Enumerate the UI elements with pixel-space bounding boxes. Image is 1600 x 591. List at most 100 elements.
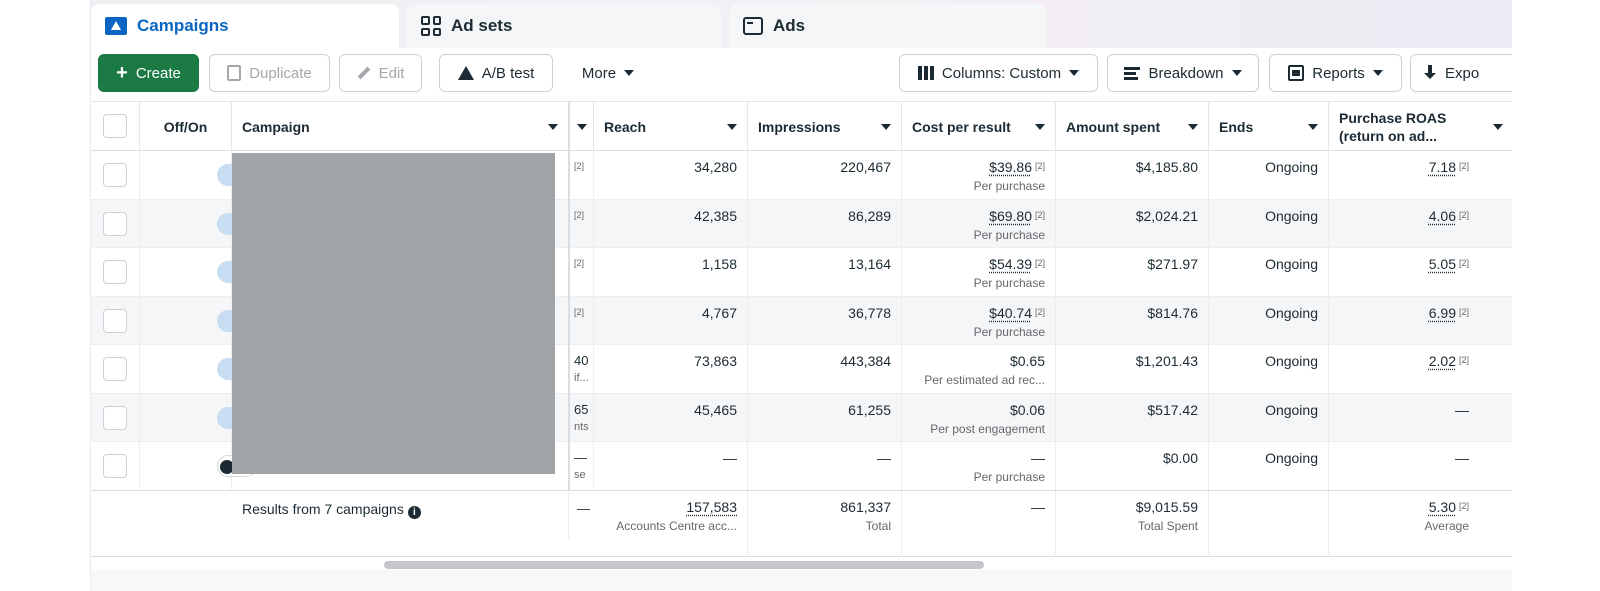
breakdown-button[interactable]: Breakdown xyxy=(1107,54,1259,92)
roas-cell: — xyxy=(1329,394,1479,442)
header-cost-per-result[interactable]: Cost per result xyxy=(902,102,1056,151)
row-checkbox[interactable] xyxy=(103,454,127,478)
row-toggle-cell xyxy=(140,151,257,199)
roas-value[interactable]: 4.06 xyxy=(1428,207,1456,224)
tab-ads[interactable]: Ads xyxy=(729,4,1047,48)
impressions-value: 36,778 xyxy=(848,304,891,321)
cost-value[interactable]: $40.74 xyxy=(989,304,1032,321)
create-label: Create xyxy=(135,64,181,82)
export-button[interactable]: Expo xyxy=(1410,54,1512,92)
header-results[interactable] xyxy=(570,102,594,151)
row-checkbox[interactable] xyxy=(103,308,127,333)
results-partial-sub: se xyxy=(574,469,586,481)
row-checkbox[interactable] xyxy=(103,357,127,381)
info-icon[interactable]: i xyxy=(407,506,421,519)
summary-reach-value[interactable]: 157,583 xyxy=(686,499,737,515)
row-select-cell xyxy=(91,296,140,345)
results-partial-cell: [2] xyxy=(570,151,594,199)
cost-value[interactable]: $54.39 xyxy=(989,256,1032,272)
ab-test-button[interactable]: A/B test xyxy=(439,54,553,92)
tab-ad-sets[interactable]: Ad sets xyxy=(407,4,721,48)
row-select-cell xyxy=(91,248,140,296)
reach-value: 4,767 xyxy=(701,304,737,321)
duplicate-icon xyxy=(227,65,242,81)
row-checkbox[interactable] xyxy=(103,211,127,236)
reach-value: 34,280 xyxy=(694,159,737,175)
results-partial-cell: 40 if... xyxy=(570,345,594,393)
export-label: Expo xyxy=(1445,64,1480,82)
reports-button[interactable]: Reports xyxy=(1269,54,1402,92)
header-off-on[interactable]: Off/On xyxy=(140,102,232,151)
header-reach-label: Reach xyxy=(604,118,647,135)
roas-cell: 7.18 [2] xyxy=(1329,151,1479,199)
ends-value: Ongoing xyxy=(1265,304,1318,321)
tab-campaigns-label: Campaigns xyxy=(137,16,229,35)
ends-value: Ongoing xyxy=(1265,450,1318,466)
header-impressions[interactable]: Impressions xyxy=(748,102,902,151)
cost-per-result-cell: $69.80 [2] Per purchase xyxy=(902,199,1056,248)
spent-value: $1,201.43 xyxy=(1135,353,1198,369)
tab-ads-label: Ads xyxy=(773,16,806,35)
summary-cost: — xyxy=(902,491,1056,557)
table-row[interactable]: 40 if... 73,863 443,384 $0.65 Per estimated a… xyxy=(91,345,1512,394)
header-ends[interactable]: Ends xyxy=(1209,102,1329,151)
ab-test-label: A/B test xyxy=(481,64,535,82)
table-header: Off/On Campaign Reach Impressions Cost p… xyxy=(91,101,1512,151)
row-checkbox[interactable] xyxy=(103,163,127,187)
row-select-cell xyxy=(91,393,140,442)
create-button[interactable]: + Create xyxy=(98,54,199,92)
footnote-marker: [2] xyxy=(1458,306,1469,317)
impressions-cell: 220,467 xyxy=(748,151,902,199)
cost-value: — xyxy=(1031,450,1045,466)
row-checkbox[interactable] xyxy=(103,260,127,284)
cost-value[interactable]: $39.86 xyxy=(989,159,1032,175)
columns-button[interactable]: Columns: Custom xyxy=(899,54,1098,92)
header-campaign[interactable]: Campaign xyxy=(232,102,569,151)
redacted-campaign-names xyxy=(232,153,555,474)
frozen-column-divider xyxy=(568,101,570,557)
campaigns-icon xyxy=(105,17,127,35)
breakdown-icon xyxy=(1124,66,1141,80)
cost-per-result-cell: $39.86 [2] Per purchase xyxy=(902,151,1056,199)
header-campaign-label: Campaign xyxy=(242,118,310,135)
cost-value[interactable]: $69.80 xyxy=(989,207,1032,224)
roas-value[interactable]: 7.18 xyxy=(1428,159,1456,175)
cost-sub: Per estimated ad rec... xyxy=(924,373,1045,387)
download-icon xyxy=(1423,65,1437,81)
duplicate-button[interactable]: Duplicate xyxy=(209,54,330,92)
results-partial-cell: 65 nts xyxy=(570,393,594,442)
summary-spent: $9,015.59 Total Spent xyxy=(1056,491,1209,557)
chevron-down-icon xyxy=(1069,70,1080,76)
summary-roas-value[interactable]: 5.30 xyxy=(1428,499,1456,515)
summary-spent-sub: Total Spent xyxy=(1137,519,1198,533)
tab-campaigns[interactable]: Campaigns xyxy=(91,4,399,48)
spent-value: $517.42 xyxy=(1147,401,1198,418)
row-checkbox[interactable] xyxy=(103,405,127,430)
roas-value[interactable]: 6.99 xyxy=(1428,304,1456,321)
summary-impressions-sub: Total xyxy=(865,519,891,533)
chevron-down-icon xyxy=(624,70,635,76)
footnote-marker: [2] xyxy=(1034,161,1045,171)
select-all-checkbox[interactable] xyxy=(103,114,127,138)
roas-value[interactable]: 5.05 xyxy=(1428,256,1456,272)
header-purchase-roas[interactable]: Purchase ROAS (return on ad... xyxy=(1329,102,1512,151)
results-partial-value: 65 xyxy=(574,401,589,417)
spent-value: $814.76 xyxy=(1147,304,1198,321)
header-amount-spent[interactable]: Amount spent xyxy=(1056,102,1209,151)
edit-button[interactable]: Edit xyxy=(339,54,422,92)
summary-roas-sub: Average xyxy=(1424,519,1469,533)
summary-roas: 5.30 [2] Average xyxy=(1329,491,1479,557)
table-row[interactable]: [2] 34,280 220,467 $39.86 [2] Per purchase $4,… xyxy=(91,151,1512,200)
footnote-marker: [2] xyxy=(574,306,585,317)
header-reach[interactable]: Reach xyxy=(594,102,748,151)
cost-sub: Per purchase xyxy=(973,470,1045,484)
horizontal-scrollbar[interactable] xyxy=(384,561,984,569)
impressions-cell: — xyxy=(748,442,902,490)
ends-cell: Ongoing xyxy=(1209,442,1329,490)
cost-value: $0.06 xyxy=(1009,401,1045,418)
roas-value[interactable]: 2.02 xyxy=(1428,353,1456,369)
spent-value: $4,185.80 xyxy=(1135,159,1198,175)
roas-value: — xyxy=(1455,450,1469,466)
ends-value: Ongoing xyxy=(1265,353,1318,369)
more-button[interactable]: More xyxy=(567,54,649,92)
